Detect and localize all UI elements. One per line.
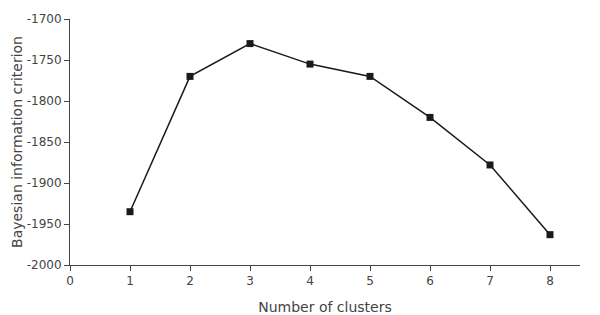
svg-text:-1700: -1700 (27, 12, 62, 26)
svg-text:0: 0 (66, 274, 74, 288)
svg-text:2: 2 (186, 274, 194, 288)
svg-text:8: 8 (546, 274, 554, 288)
svg-text:Bayesian information criterion: Bayesian information criterion (9, 36, 25, 248)
svg-text:3: 3 (246, 274, 254, 288)
svg-text:6: 6 (426, 274, 434, 288)
svg-text:Number of clusters: Number of clusters (258, 299, 392, 315)
svg-text:-1850: -1850 (27, 135, 62, 149)
svg-text:7: 7 (486, 274, 494, 288)
svg-text:-1750: -1750 (27, 53, 62, 67)
svg-text:4: 4 (306, 274, 314, 288)
svg-text:1: 1 (126, 274, 134, 288)
svg-text:-1800: -1800 (27, 94, 62, 108)
svg-text:-1900: -1900 (27, 176, 62, 190)
svg-text:-2000: -2000 (27, 258, 62, 272)
svg-text:-1950: -1950 (27, 217, 62, 231)
svg-text:5: 5 (366, 274, 374, 288)
